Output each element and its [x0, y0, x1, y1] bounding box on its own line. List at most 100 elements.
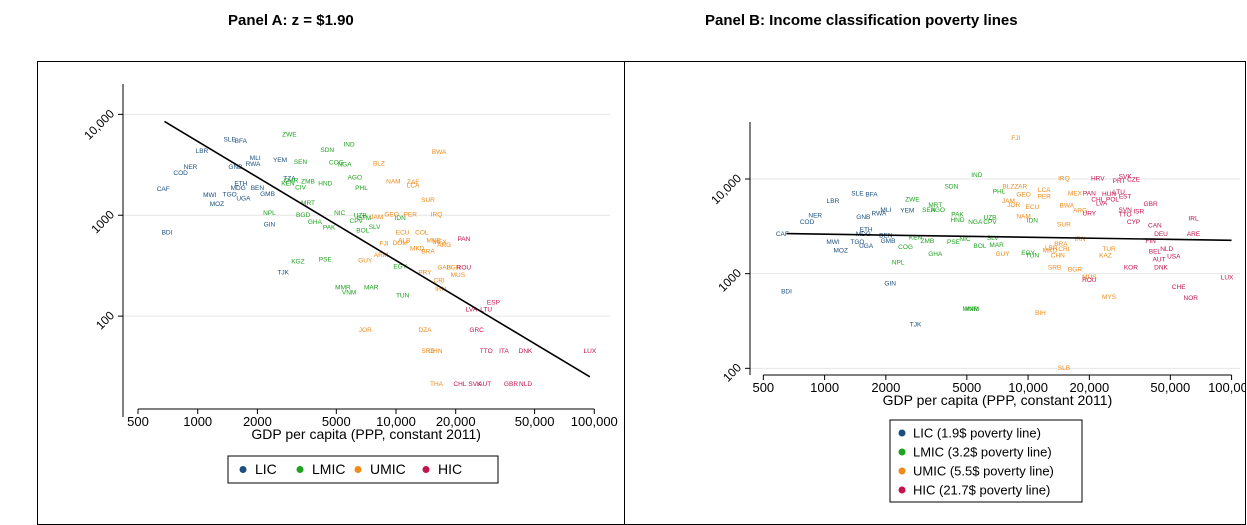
- panel-a-legend-label-lic: LIC: [255, 461, 277, 477]
- panel-a-legend-marker-umic: [354, 466, 362, 473]
- panel-b-point-lux: LUX: [1221, 275, 1234, 282]
- panel-b-point-lbn: LBN: [1045, 245, 1058, 252]
- panel-a-point-ecu: ECU: [396, 230, 410, 237]
- panel-b-legend-marker-hic: [898, 486, 906, 494]
- panel-b-point-isr: ISR: [1133, 209, 1144, 216]
- panel-b-x-tick-label: 500: [752, 380, 774, 395]
- panel-b-point-svn: SVN: [1118, 207, 1132, 214]
- panel-a-point-srb: SRB: [421, 348, 434, 355]
- panel-a-point-tto: TTO: [480, 348, 493, 355]
- panel-b-point-bdi: BDI: [781, 289, 792, 296]
- panel-b-point-can: CAN: [1148, 223, 1162, 230]
- panel-b-point-bfa: BFA: [865, 192, 878, 199]
- panel-b-point-nic: NIC: [959, 236, 971, 243]
- panel-a-point-ind: IND: [343, 141, 355, 148]
- panel-b-point-mkd: MKD: [1043, 247, 1058, 254]
- panel-a-point-nld: NLD: [519, 381, 532, 388]
- panel-b-point-tgo: TGO: [850, 239, 864, 246]
- panel-b-x-axis-title: GDP per capita (PPP, constant 2011): [883, 392, 1113, 408]
- panel-b-point-cri: CRI: [1058, 246, 1069, 253]
- panel-a-point-ner: NER: [184, 164, 198, 171]
- panel-b-legend-box: [889, 419, 1083, 503]
- panel-b-x-tick-label: 2000: [871, 380, 900, 395]
- panel-a-point-tjk: TJK: [277, 269, 289, 276]
- panel-b-point-bol: BOL: [973, 243, 986, 250]
- panel-b-point-rwa: RWA: [872, 210, 887, 217]
- panel-a-title: Panel A: z = $1.90: [228, 12, 354, 29]
- panel-a-point-bra: BRA: [421, 248, 435, 255]
- panel-a-point-nga: NGA: [337, 162, 352, 169]
- panel-a-point-eth: ETH: [234, 181, 247, 188]
- panel-b-legend-marker-lmic: [898, 448, 906, 456]
- panel-b-point-prt: PRT: [1113, 178, 1126, 185]
- panel-b-x-tick-label: 10,000: [1008, 380, 1048, 395]
- panel-b-legend-marker-lic: [898, 429, 906, 437]
- panel-a-point-gha: GHA: [308, 219, 323, 226]
- panel-b-point-cze: CZE: [1127, 177, 1141, 184]
- panel-b-point-pan: PAN: [1083, 190, 1096, 197]
- panel-b-point-tur: TUR: [1102, 246, 1116, 253]
- panel-b-point-ner: NER: [808, 212, 822, 219]
- panel-b-point-sdn: SDN: [945, 183, 959, 190]
- panel-b-point-jam: JAM: [1002, 198, 1015, 205]
- panel-a-point-mne: MNE: [427, 237, 442, 244]
- panel-a-point-lca: LCA: [407, 183, 420, 190]
- panel-a-point-cog: COG: [329, 160, 344, 167]
- panel-a-x-tick-label: 100,000: [571, 414, 618, 429]
- panel-b-point-gnb: GNB: [856, 214, 870, 221]
- panel-b-point-jor: JOR: [1007, 202, 1020, 209]
- panel-a-point-dom: DOM: [393, 240, 408, 247]
- panel-b-point-est: EST: [1119, 193, 1132, 200]
- panel-a-legend-box: [227, 455, 499, 484]
- panel-a-point-sdn: SDN: [320, 147, 334, 154]
- panel-b-y-tick-label: 100: [720, 360, 744, 384]
- panel-b-point-nor: NOR: [1184, 295, 1199, 302]
- panel-a-point-idn: IDN: [395, 215, 407, 222]
- panel-a-x-axis-title: GDP per capita (PPP, constant 2011): [251, 426, 481, 442]
- panel-a-point-tun: TUN: [396, 292, 410, 299]
- panel-b-point-bgr: BGR: [1068, 266, 1082, 273]
- panel-b-point-cpv: CPV: [983, 219, 997, 226]
- panel-b-fit-line: [786, 232, 1232, 242]
- panel-b-point-sen: SEN: [922, 207, 936, 214]
- panel-a-legend-label-lmic: LMIC: [312, 461, 345, 477]
- panel-a-point-dnk: DNK: [519, 348, 533, 355]
- panel-a-point-lbr: LBR: [196, 148, 209, 155]
- panel-a-point-gnb: GNB: [228, 164, 242, 171]
- panel-b-point-chn: CHN: [1051, 252, 1065, 259]
- panel-b-x-tick-label: 100,000: [1208, 380, 1245, 395]
- panel-b-point-irn: IRN: [1074, 236, 1086, 243]
- panel-b-point-irl: IRL: [1188, 215, 1199, 222]
- panel-a-point-gbr: GBR: [504, 381, 518, 388]
- panel-a-point-mus: MUS: [451, 272, 466, 279]
- panel-b-point-cog: COG: [898, 244, 913, 251]
- panel-a-point-pry: PRY: [418, 269, 432, 276]
- panel-a-point-blz: BLZ: [373, 160, 385, 167]
- panel-a-point-gab: GAB: [437, 265, 451, 272]
- panel-a-point-tgo: TGO: [223, 191, 237, 198]
- panel-b-point-dnk: DNK: [1154, 265, 1168, 272]
- panel-b-point-mar: MAR: [989, 242, 1004, 249]
- panel-a-point-bgr: BGR: [446, 265, 460, 272]
- panel-b-point-per: PER: [1038, 193, 1052, 200]
- panel-a-point-caf: CAF: [157, 186, 170, 193]
- panel-a-point-uga: UGA: [236, 196, 251, 203]
- panel-b-point-tjk: TJK: [910, 321, 922, 328]
- panel-b-point-idn: IDN: [1027, 218, 1039, 225]
- panel-a-point-guy: GUY: [358, 257, 373, 264]
- panel-a-legend-marker-hic: [422, 466, 430, 473]
- panel-b-point-ltu: LTU: [1113, 189, 1125, 196]
- panel-b-point-mys: MYS: [1102, 294, 1117, 301]
- panel-a-point-geo: GEO: [384, 212, 398, 219]
- panel-a-point-alb: ALB: [398, 237, 410, 244]
- panel-a-point-bwa: BWA: [432, 149, 447, 156]
- panel-a-x-tick-label: 10,000: [376, 414, 416, 429]
- panel-a-point-bdi: BDI: [162, 230, 173, 237]
- panel-b-point-pak: PAK: [951, 211, 964, 218]
- panel-b-point-fin: FIN: [1145, 238, 1156, 245]
- panel-b-legend-label-lic: LIC (1.9$ poverty line): [913, 426, 1041, 441]
- panel-a-x-tick-label: 20,000: [436, 414, 476, 429]
- panel-b-y-tick-label: 1000: [715, 266, 744, 295]
- panel-a-point-irn: IRN: [435, 286, 447, 293]
- panel-b-point-ecu: ECU: [1026, 204, 1040, 211]
